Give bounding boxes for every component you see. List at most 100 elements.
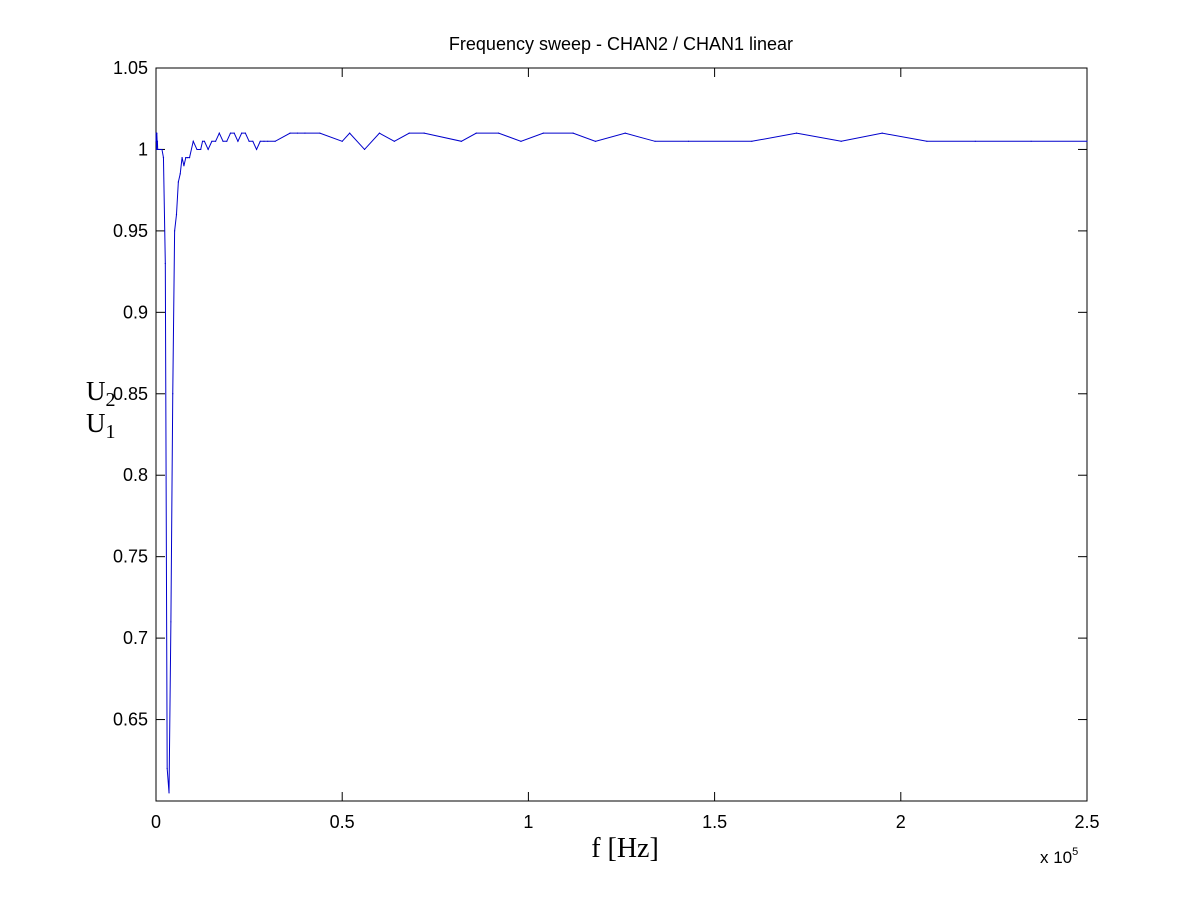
x-tick-label: 2.5 bbox=[1074, 812, 1099, 832]
data-point bbox=[214, 140, 217, 142]
data-point bbox=[183, 165, 185, 167]
data-point bbox=[244, 132, 246, 134]
data-point bbox=[211, 140, 213, 142]
y-tick-label: 1.05 bbox=[113, 58, 148, 78]
data-point bbox=[393, 140, 395, 142]
data-point bbox=[475, 132, 477, 134]
data-point bbox=[201, 140, 204, 142]
data-point bbox=[378, 132, 381, 134]
data-point bbox=[162, 156, 165, 159]
data-point bbox=[229, 132, 232, 134]
data-point bbox=[172, 393, 174, 395]
data-point bbox=[840, 140, 842, 142]
data-point bbox=[687, 140, 690, 142]
data-point bbox=[159, 148, 162, 151]
y-axis-label: U2 U1 bbox=[86, 376, 116, 443]
data-point bbox=[155, 148, 158, 151]
data-point bbox=[974, 140, 976, 142]
data-point bbox=[498, 132, 500, 134]
data-point bbox=[233, 132, 235, 134]
data-point bbox=[175, 214, 178, 216]
data-point bbox=[170, 621, 172, 623]
data-point bbox=[267, 140, 269, 142]
data-point bbox=[168, 792, 170, 794]
y-tick-label: 0.65 bbox=[113, 710, 148, 730]
data-point bbox=[408, 132, 410, 134]
series-points bbox=[155, 132, 1088, 794]
data-point bbox=[187, 156, 189, 159]
data-point bbox=[255, 148, 258, 151]
data-point bbox=[177, 181, 179, 183]
data-point bbox=[274, 140, 276, 142]
data-point bbox=[207, 148, 209, 151]
x-tick-label: 2 bbox=[896, 812, 906, 832]
data-point bbox=[304, 132, 306, 134]
data-point bbox=[363, 148, 366, 151]
data-point bbox=[200, 148, 202, 151]
data-point bbox=[349, 132, 351, 134]
data-point bbox=[289, 132, 291, 134]
data-point bbox=[218, 132, 220, 134]
data-point bbox=[158, 148, 160, 151]
y-tick-label: 0.7 bbox=[123, 628, 148, 648]
y-tick-label: 0.75 bbox=[113, 547, 148, 567]
data-point bbox=[296, 132, 299, 134]
data-point bbox=[156, 132, 158, 134]
data-point bbox=[259, 140, 261, 142]
x-exponent-label: x 105 bbox=[1040, 846, 1078, 867]
data-point bbox=[156, 140, 159, 142]
data-point bbox=[188, 156, 191, 159]
y-axis-label-denominator: U1 bbox=[86, 408, 116, 443]
x-tick-label: 1.5 bbox=[702, 812, 727, 832]
data-point bbox=[594, 140, 597, 142]
data-point bbox=[423, 132, 425, 134]
data-point bbox=[751, 140, 753, 142]
data-point bbox=[192, 140, 194, 142]
data-point bbox=[1086, 140, 1088, 142]
data-point bbox=[624, 132, 626, 134]
y-tick-label: 1 bbox=[138, 139, 148, 159]
data-point bbox=[654, 140, 656, 142]
data-point bbox=[179, 173, 181, 175]
axis-ticks bbox=[155, 67, 1088, 801]
data-point bbox=[241, 132, 243, 134]
data-point bbox=[155, 140, 157, 142]
x-axis-label: f [Hz] bbox=[591, 833, 659, 864]
data-point bbox=[196, 148, 198, 151]
data-point bbox=[319, 132, 321, 134]
data-point bbox=[248, 140, 250, 142]
data-point bbox=[572, 132, 574, 134]
data-point bbox=[226, 140, 228, 142]
chart-title: Frequency sweep - CHAN2 / CHAN1 linear bbox=[449, 34, 793, 54]
x-tick-labels: 0 0.5 1 1.5 2 2.5 bbox=[151, 812, 1100, 832]
data-point bbox=[164, 262, 166, 265]
data-point bbox=[263, 140, 265, 142]
data-point bbox=[166, 767, 168, 770]
x-exponent-base: x 10 bbox=[1040, 848, 1072, 867]
x-tick-label: 0 bbox=[151, 812, 161, 832]
data-point bbox=[222, 140, 224, 142]
data-point bbox=[795, 132, 798, 134]
data-point bbox=[181, 156, 183, 159]
x-exponent-power: 5 bbox=[1072, 846, 1078, 858]
y-tick-label: 0.9 bbox=[123, 302, 148, 322]
data-point bbox=[520, 140, 522, 142]
y-axis-label-numerator: U2 bbox=[86, 376, 116, 411]
y-tick-label: 0.8 bbox=[123, 465, 148, 485]
data-point bbox=[460, 140, 462, 142]
plot-area bbox=[155, 67, 1088, 802]
data-point bbox=[1030, 140, 1032, 142]
data-point bbox=[252, 140, 254, 142]
data-point bbox=[174, 230, 176, 232]
y-tick-labels: 0.65 0.7 0.75 0.8 0.85 0.9 0.95 1 1.05 bbox=[113, 58, 148, 730]
x-tick-label: 0.5 bbox=[330, 812, 355, 832]
data-point bbox=[161, 148, 163, 151]
data-point bbox=[926, 140, 928, 142]
data-point bbox=[542, 132, 544, 134]
x-tick-label: 1 bbox=[523, 812, 533, 832]
data-point bbox=[185, 156, 187, 159]
y-tick-label: 0.95 bbox=[113, 221, 148, 241]
data-point bbox=[881, 132, 883, 134]
y-tick-label: 0.85 bbox=[113, 384, 148, 404]
